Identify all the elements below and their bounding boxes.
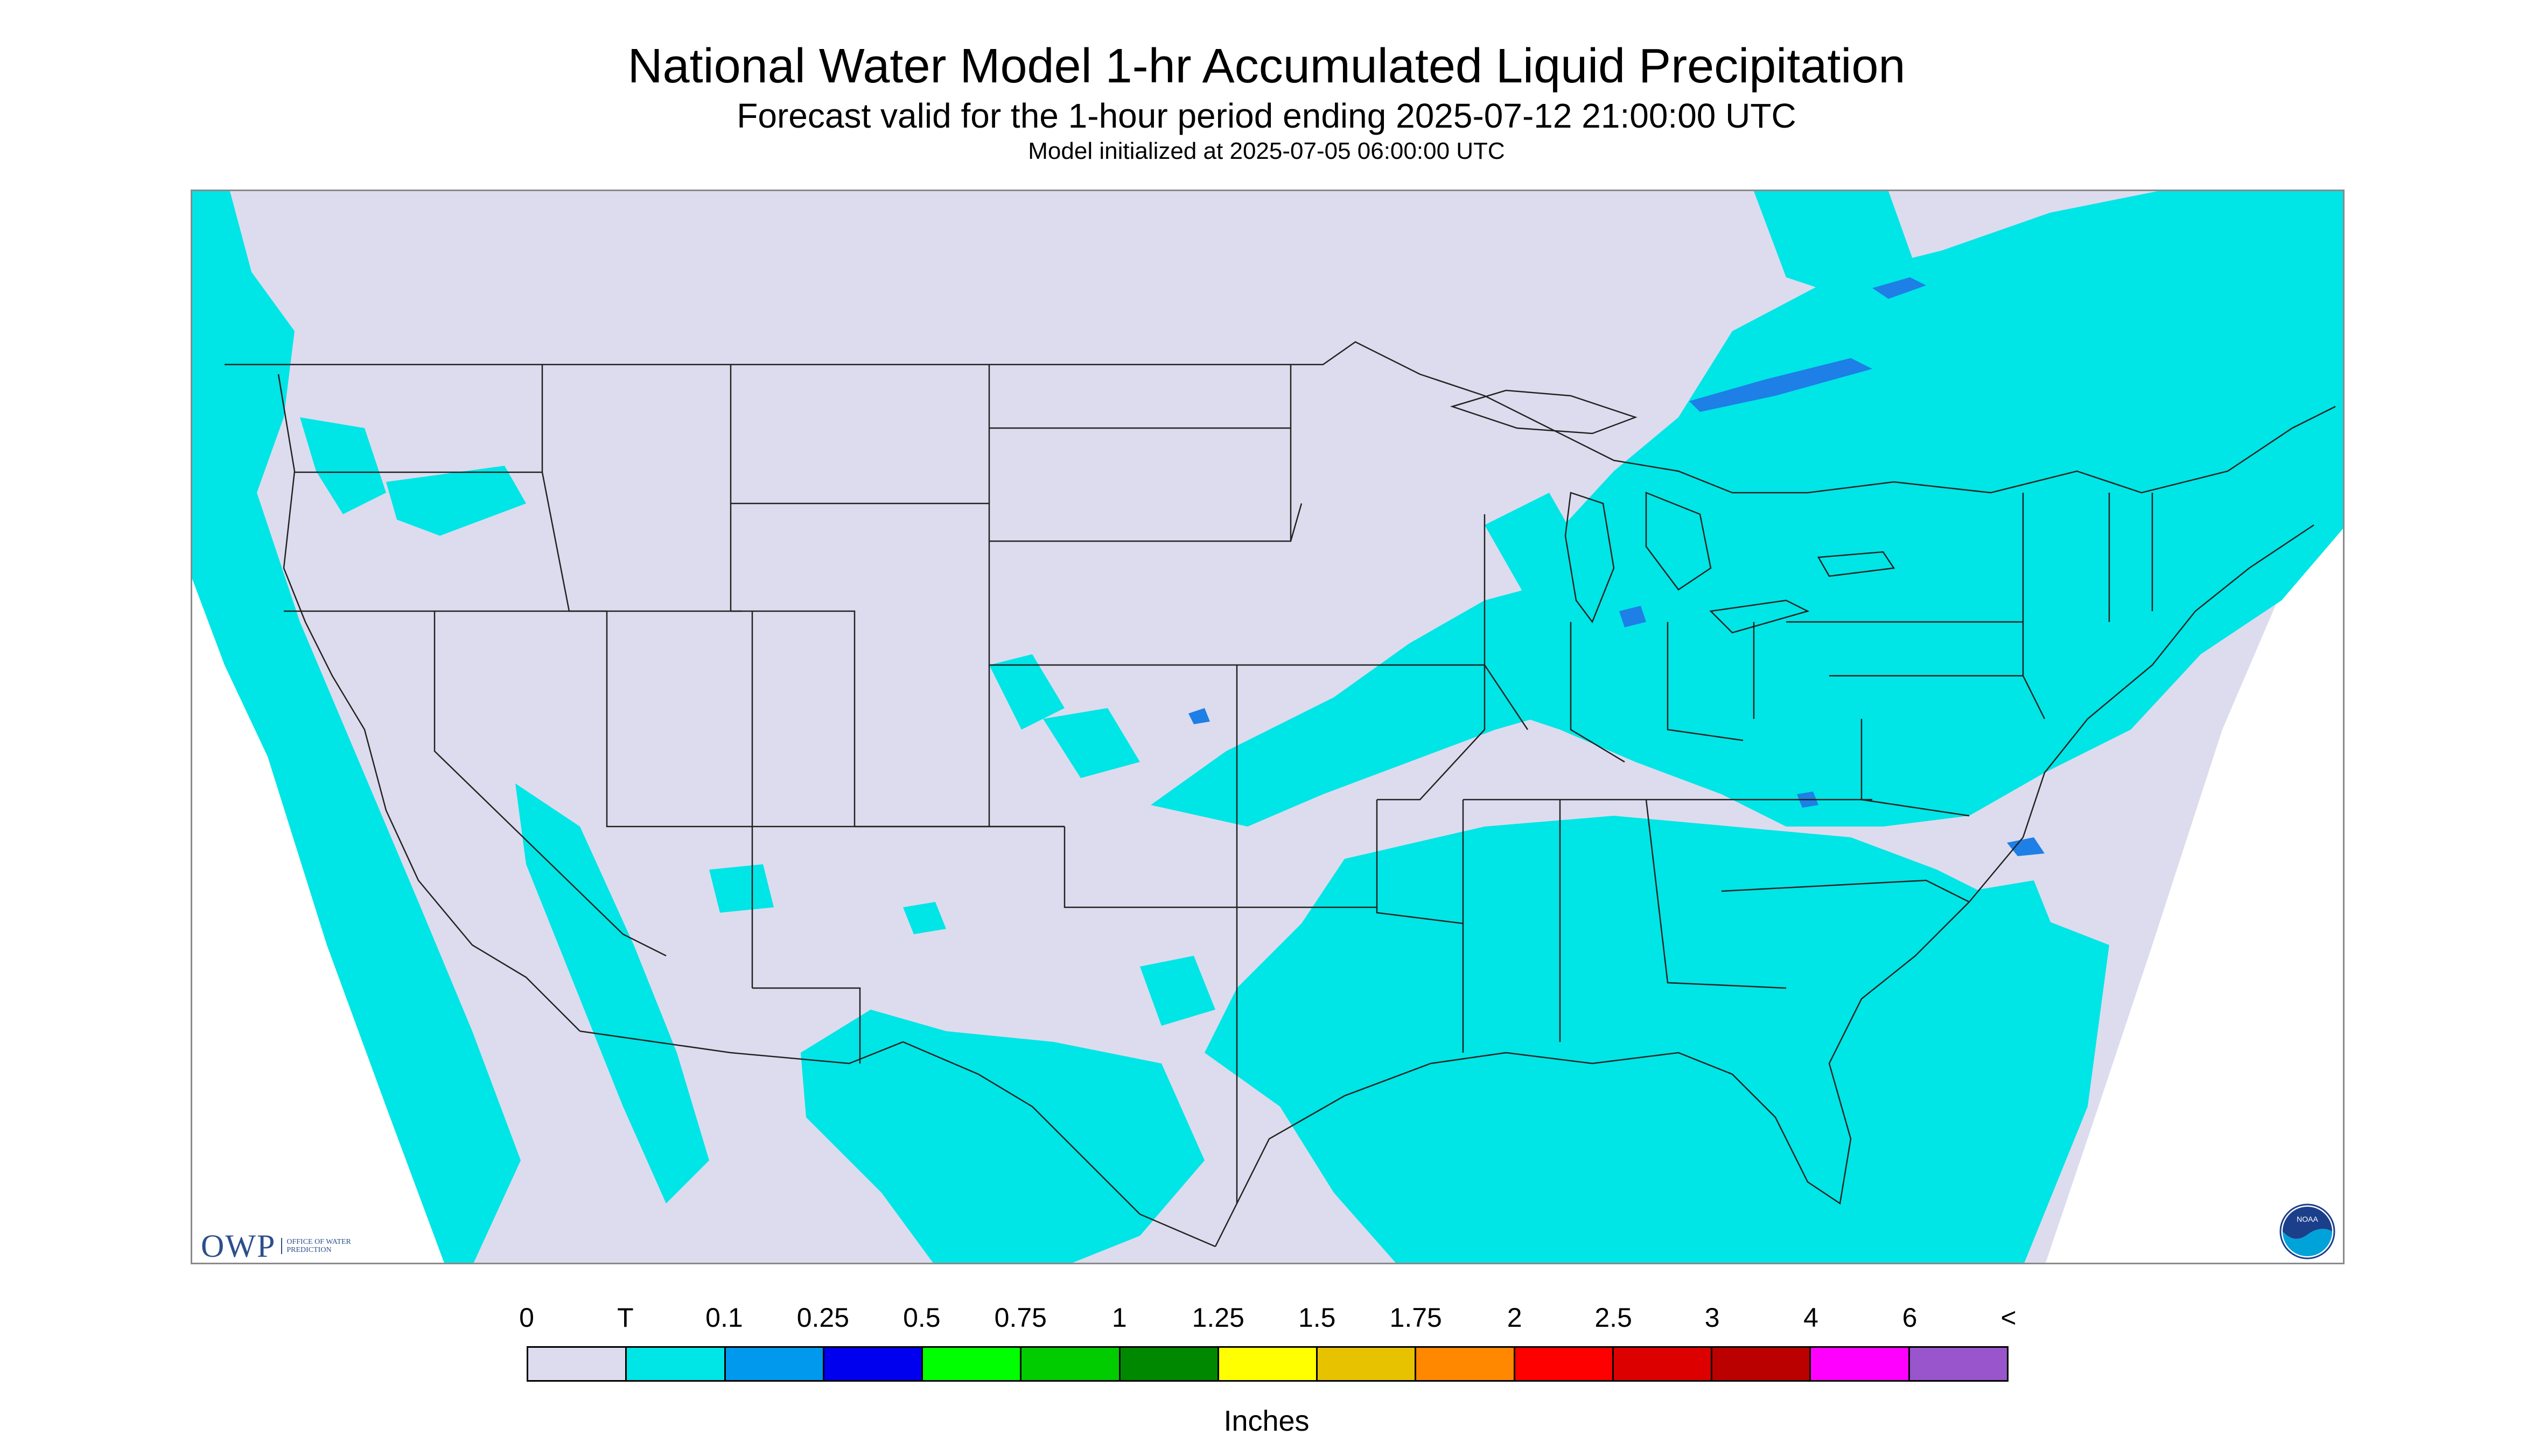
legend-tick-label: 1.75	[1389, 1303, 1442, 1333]
legend-swatch-9	[1416, 1348, 1515, 1380]
owp-logo-subtext: OFFICE OF WATER PREDICTION	[281, 1238, 351, 1254]
legend-tick-label: 0.75	[994, 1303, 1047, 1333]
legend-unit-label: Inches	[1223, 1405, 1310, 1437]
lake-ontario	[1817, 551, 1895, 577]
legend-tick-label: 1	[1111, 1303, 1127, 1333]
legend-tick-label: 1.25	[1192, 1303, 1244, 1333]
legend-tick-label: 0.1	[705, 1303, 743, 1333]
legend-swatch-8	[1318, 1348, 1417, 1380]
legend-swatch-2	[725, 1348, 824, 1380]
west-coast	[277, 374, 580, 1032]
legend-tick-label: 0.25	[796, 1303, 850, 1333]
lake-erie	[1709, 599, 1810, 634]
noaa-logo: NOAA	[2279, 1203, 2335, 1259]
legend-swatch-14	[1909, 1348, 2007, 1380]
legend-swatch-11	[1613, 1348, 1713, 1380]
legend-swatch-7	[1219, 1348, 1318, 1380]
legend-swatch-4	[923, 1348, 1022, 1380]
precip-color-scale	[527, 1346, 2009, 1382]
legend-swatch-3	[824, 1348, 923, 1380]
legend-swatch-0	[528, 1348, 627, 1380]
owp-logo: OWP OFFICE OF WATER PREDICTION	[201, 1227, 351, 1264]
legend-swatch-6	[1120, 1348, 1219, 1380]
legend-tick-label: T	[617, 1303, 634, 1333]
legend-tick-label: 6	[1902, 1303, 1918, 1333]
legend-tick-label: 0.5	[903, 1303, 941, 1333]
legend-swatch-12	[1712, 1348, 1811, 1380]
legend-swatch-13	[1811, 1348, 1910, 1380]
model-init-label: Model initialized at 2025-07-05 06:00:00…	[1028, 138, 1505, 164]
legend-tick-label: 0	[519, 1303, 534, 1333]
legend-tick-label: 3	[1704, 1303, 1720, 1333]
mexico-border	[579, 1030, 1216, 1248]
owp-logo-text: OWP	[201, 1228, 276, 1264]
legend-swatch-5	[1021, 1348, 1121, 1380]
legend-tick-label: 2.5	[1594, 1303, 1632, 1333]
legend-tick-label: 4	[1803, 1303, 1818, 1333]
state-boundaries	[225, 341, 2336, 1248]
precipitation-map: OWP OFFICE OF WATER PREDICTION NOAA	[191, 190, 2345, 1264]
forecast-valid-subtitle: Forecast valid for the 1-hour period end…	[737, 96, 1796, 135]
map-canvas	[192, 191, 2343, 1263]
gulf-coast	[1214, 524, 2314, 1247]
legend-swatch-10	[1515, 1348, 1614, 1380]
heavier-precip	[1188, 277, 2045, 856]
legend-tick-label: 1.5	[1298, 1303, 1336, 1333]
lake-michigan	[1564, 492, 1615, 624]
map-title: National Water Model 1-hr Accumulated Li…	[627, 39, 1906, 93]
legend-tick-label: <	[2000, 1303, 2017, 1333]
precip-areas	[192, 191, 2343, 1263]
us-canada-border	[225, 341, 2336, 494]
legend-tick-label: 2	[1507, 1303, 1522, 1333]
svg-text:NOAA: NOAA	[2297, 1215, 2318, 1223]
lake-huron	[1645, 492, 1712, 591]
lake-superior	[1450, 389, 1638, 435]
legend-swatch-1	[627, 1348, 726, 1380]
